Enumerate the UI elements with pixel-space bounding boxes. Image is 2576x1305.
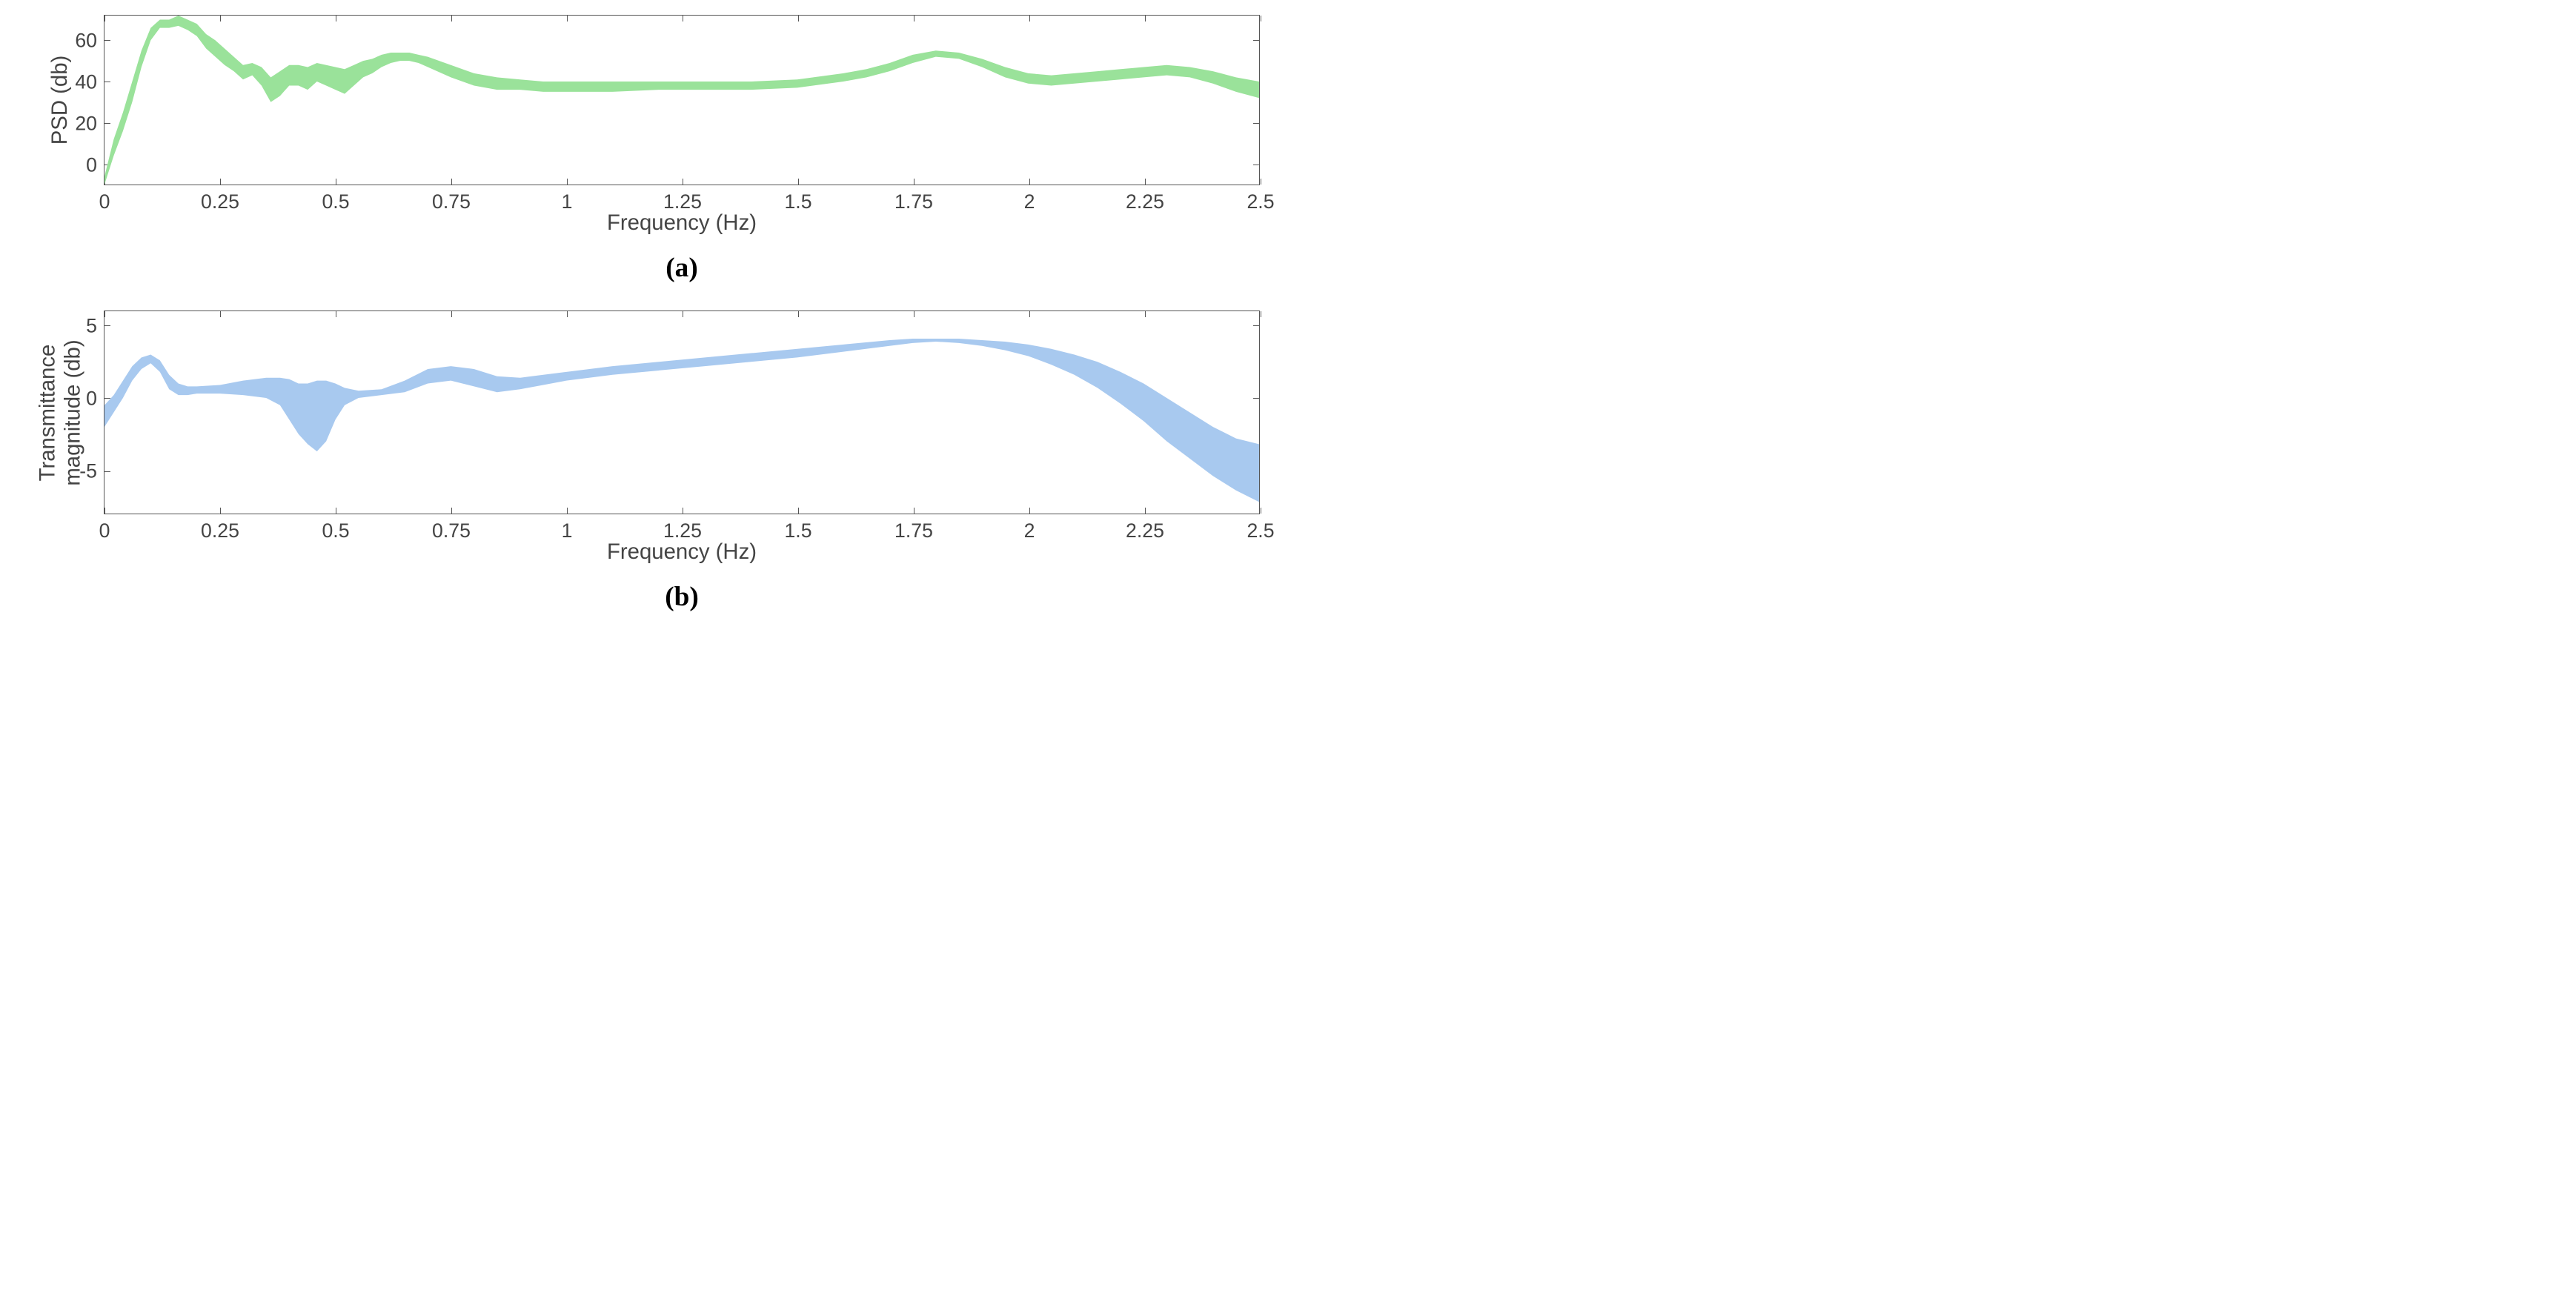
panel_a-xtick-label: 0 bbox=[99, 190, 110, 213]
panel_b-xtick-label: 1 bbox=[562, 519, 573, 542]
panel_b-xtick-label: 2.5 bbox=[1246, 519, 1274, 542]
panel_b-plot-area: Transmittancemagnitude (db)00.250.50.751… bbox=[104, 311, 1260, 514]
panel_b-caption: (b) bbox=[104, 581, 1260, 613]
panel-a: PSD (db)00.250.50.7511.251.51.7522.252.5… bbox=[30, 15, 1258, 284]
panel_b-xtick-label: 2 bbox=[1024, 519, 1035, 542]
panel_b-ytick-label: -5 bbox=[79, 460, 97, 483]
panel_a-series-svg bbox=[104, 16, 1259, 185]
panel_a-xtick-label: 1 bbox=[562, 190, 573, 213]
panel_a-xtick-label: 2.5 bbox=[1246, 190, 1274, 213]
panel_b-xtick-label: 1.5 bbox=[784, 519, 811, 542]
panel_a-ytick-label: 40 bbox=[75, 70, 97, 93]
panel_b-ytick-label: 5 bbox=[86, 314, 97, 337]
panel_a-xtick-label: 1.5 bbox=[784, 190, 811, 213]
panel_a-xtick-label: 0.25 bbox=[201, 190, 239, 213]
panel_a-xlabel: Frequency (Hz) bbox=[104, 210, 1260, 236]
panel_b-xtick-label: 1.25 bbox=[663, 519, 702, 542]
panel_a-xtick-label: 0.75 bbox=[432, 190, 471, 213]
panel_b-ylabel-line1: Transmittance bbox=[35, 339, 60, 485]
panel_b-xtick-label: 0.25 bbox=[201, 519, 239, 542]
panel_b-ytick-label: 0 bbox=[86, 387, 97, 410]
panel_a-xtick-label: 0.5 bbox=[322, 190, 349, 213]
panel_b-xlabel: Frequency (Hz) bbox=[104, 539, 1260, 565]
panel_a-xtick-label: 2.25 bbox=[1126, 190, 1164, 213]
panel_a-ytick-label: 20 bbox=[75, 112, 97, 135]
panel_a-caption: (a) bbox=[104, 252, 1260, 284]
panel_b-band bbox=[104, 339, 1259, 502]
panel_a-xtick-label: 1.25 bbox=[663, 190, 702, 213]
panel_a-ytick-label: 0 bbox=[86, 153, 97, 176]
panel_b-ylabel: Transmittancemagnitude (db) bbox=[35, 339, 84, 485]
panel_a-xtick-label: 2 bbox=[1024, 190, 1035, 213]
panel_b-xtick-label: 0.5 bbox=[322, 519, 349, 542]
panel_a-ytick-label: 60 bbox=[75, 29, 97, 52]
panel_a-band bbox=[104, 16, 1259, 185]
panel_a-plot-area: PSD (db)00.250.50.7511.251.51.7522.252.5… bbox=[104, 15, 1260, 185]
panel-b: Transmittancemagnitude (db)00.250.50.751… bbox=[30, 311, 1258, 613]
panel_b-xtick-label: 2.25 bbox=[1126, 519, 1164, 542]
panel_b-xtick-label: 0 bbox=[99, 519, 110, 542]
figure-page: PSD (db) 0 0.25 0.5 0.75 1 1.25 1.5 1.75 2 2.25 2.5… bbox=[0, 0, 1288, 669]
panel_a-ylabel: PSD (db) bbox=[47, 56, 73, 145]
panel_b-xtick-label: 0.75 bbox=[432, 519, 471, 542]
panel_a-xtick-label: 1.75 bbox=[894, 190, 933, 213]
panel_b-xtick-label: 1.75 bbox=[894, 519, 933, 542]
panel_b-series-svg bbox=[104, 311, 1259, 514]
